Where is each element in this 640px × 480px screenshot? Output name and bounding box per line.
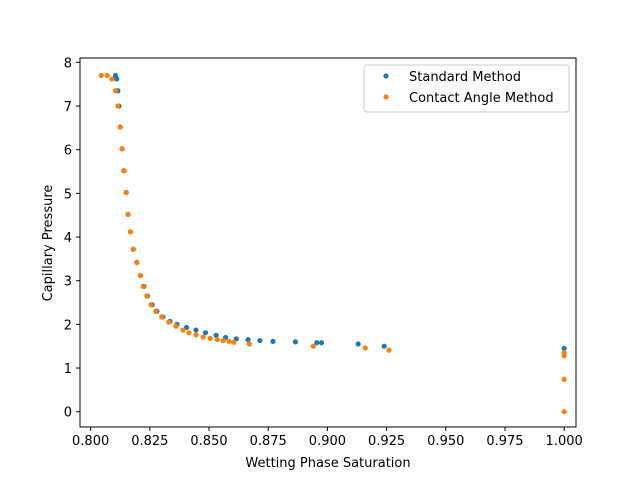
x-tick-label: 0.825 — [131, 434, 168, 449]
data-point-contact-angle-method — [159, 314, 165, 320]
y-tick-label: 1 — [64, 362, 72, 377]
data-point-standard-method — [270, 338, 276, 345]
data-point-contact-angle-method — [310, 343, 316, 349]
data-point-contact-angle-method — [193, 332, 199, 338]
data-point-contact-angle-method — [104, 72, 110, 79]
data-point-contact-angle-method — [127, 229, 134, 235]
data-point-standard-method — [114, 76, 120, 82]
y-tick-label: 4 — [64, 231, 72, 246]
data-point-standard-method — [183, 324, 190, 331]
data-point-contact-angle-method — [173, 323, 179, 329]
y-tick-label: 3 — [64, 275, 72, 290]
data-point-contact-angle-method — [121, 168, 127, 174]
data-point-contact-angle-method — [134, 259, 140, 265]
y-tick-label: 6 — [64, 144, 72, 159]
data-point-standard-method — [381, 343, 387, 349]
legend-label-standard-method: Standard Method — [409, 70, 521, 85]
data-point-standard-method — [257, 337, 263, 344]
x-tick-label: 0.950 — [427, 434, 464, 449]
legend-label-contact-angle-method: Contact Angle Method — [409, 91, 554, 106]
data-point-contact-angle-method — [117, 124, 123, 130]
data-point-contact-angle-method — [186, 330, 192, 336]
x-tick-label: 0.975 — [486, 434, 523, 449]
data-marks — [98, 72, 567, 415]
data-point-contact-angle-method — [123, 189, 129, 196]
y-tick-label: 2 — [64, 318, 72, 333]
data-point-contact-angle-method — [561, 376, 567, 382]
data-point-standard-method — [193, 327, 199, 333]
x-tick-label: 0.925 — [368, 434, 405, 449]
data-point-contact-angle-method — [214, 337, 220, 343]
x-tick-label: 0.875 — [250, 434, 287, 449]
data-point-contact-angle-method — [140, 283, 146, 289]
y-tick-label: 8 — [64, 56, 72, 71]
data-point-contact-angle-method — [153, 308, 159, 314]
data-point-contact-angle-method — [180, 327, 186, 333]
data-point-standard-method — [355, 341, 361, 347]
data-point-contact-angle-method — [115, 103, 121, 109]
data-point-standard-method — [202, 330, 209, 336]
data-point-contact-angle-method — [561, 353, 567, 359]
data-point-contact-angle-method — [125, 211, 131, 217]
data-point-contact-angle-method — [561, 409, 567, 415]
data-point-contact-angle-method — [144, 293, 150, 299]
data-point-contact-angle-method — [231, 339, 237, 345]
data-point-contact-angle-method — [200, 334, 206, 340]
data-point-standard-method — [245, 337, 251, 343]
data-point-contact-angle-method — [112, 88, 119, 94]
data-point-contact-angle-method — [166, 319, 172, 325]
data-point-contact-angle-method — [362, 345, 368, 351]
legend-marker-standard-method — [383, 73, 389, 79]
x-tick-label: 0.850 — [190, 434, 227, 449]
legend: Standard Method Contact Angle Method — [363, 64, 570, 113]
data-point-standard-method — [318, 340, 325, 346]
data-point-standard-method — [292, 339, 299, 345]
x-axis-ticks: 0.800 0.825 0.850 0.875 0.900 0.925 0.950 0.975… — [72, 427, 583, 449]
y-tick-label: 7 — [64, 100, 72, 115]
x-tick-label: 0.800 — [72, 434, 109, 449]
data-point-contact-angle-method — [207, 335, 213, 341]
x-tick-label: 0.900 — [309, 434, 346, 449]
y-axis-ticks: 0 1 2 3 4 5 6 7 8 — [64, 56, 80, 421]
legend-marker-contact-angle-method — [383, 94, 389, 100]
data-point-standard-method — [561, 345, 567, 351]
data-point-contact-angle-method — [137, 272, 143, 279]
series-contact-angle-method — [98, 72, 567, 415]
data-point-contact-angle-method — [119, 146, 125, 152]
x-axis-label: Wetting Phase Saturation — [245, 456, 410, 471]
plot-frame — [79, 57, 577, 428]
y-tick-label: 0 — [64, 406, 72, 421]
data-point-standard-method — [314, 340, 320, 346]
data-point-contact-angle-method — [130, 246, 136, 252]
data-point-contact-angle-method — [220, 337, 226, 344]
x-tick-label: 1.000 — [546, 434, 583, 449]
data-point-contact-angle-method — [148, 302, 154, 308]
data-point-contact-angle-method — [386, 347, 392, 353]
data-point-contact-angle-method — [98, 72, 104, 79]
y-tick-label: 5 — [64, 187, 72, 202]
data-point-contact-angle-method — [109, 76, 115, 82]
data-point-contact-angle-method — [226, 338, 232, 345]
data-point-contact-angle-method — [246, 341, 252, 347]
data-point-standard-method — [213, 332, 219, 338]
legend-box — [363, 64, 570, 113]
y-axis-label: Capillary Pressure — [41, 185, 56, 302]
